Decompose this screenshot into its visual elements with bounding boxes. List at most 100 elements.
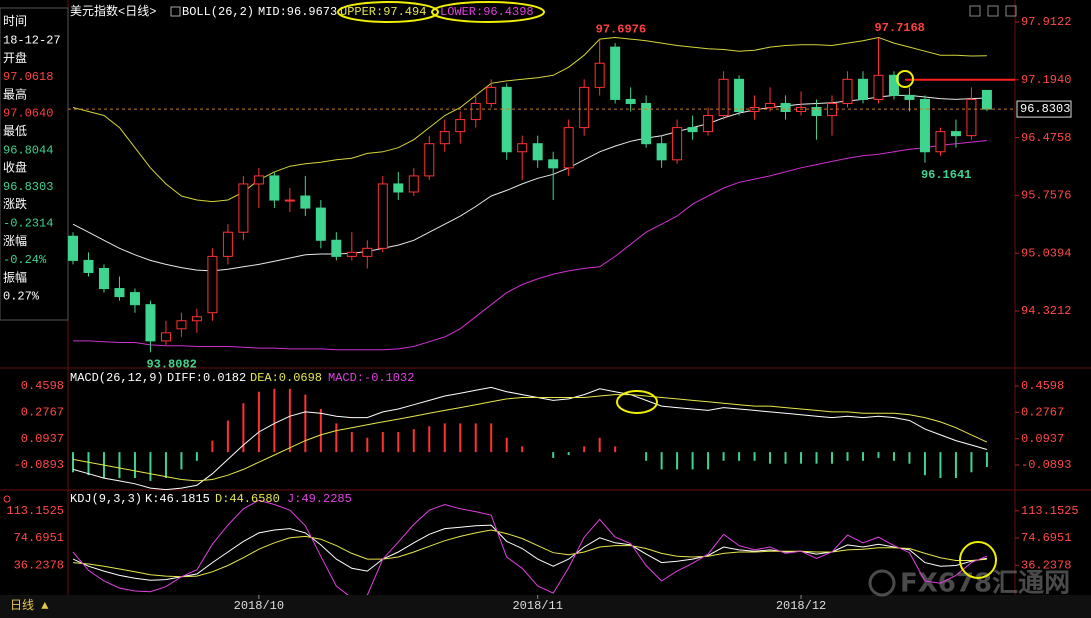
- panel-header: MACD:-0.1032: [328, 371, 414, 385]
- info-label: 涨跌: [3, 196, 27, 212]
- y-tick-label-left: 0.4598: [21, 379, 64, 393]
- candle-body: [703, 115, 714, 133]
- header-text: LOWER:96.4398: [440, 5, 534, 19]
- extreme-label: 93.8082: [146, 357, 196, 371]
- candle-body: [625, 98, 636, 104]
- info-value: 96.8044: [3, 143, 53, 157]
- y-tick-label: 113.1525: [1021, 504, 1079, 518]
- candle-body: [176, 320, 187, 330]
- y-tick-label-left: 36.2378: [14, 558, 64, 572]
- candle-body: [904, 94, 915, 100]
- timeframe-button[interactable]: 日线 ▲: [10, 598, 49, 613]
- candle-body: [548, 159, 559, 169]
- y-tick-label: 94.3212: [1021, 304, 1071, 318]
- watermark-text: FX678汇通网: [900, 569, 1070, 599]
- candle-body: [300, 195, 311, 209]
- highlight-ellipse: [616, 390, 658, 414]
- candle-body: [145, 304, 156, 342]
- candle-body: [393, 183, 404, 193]
- candle-body: [486, 86, 497, 104]
- highlight-ellipse: [337, 1, 439, 23]
- indicator-line: [72, 529, 987, 578]
- y-tick-label: 0.2767: [1021, 406, 1064, 420]
- y-tick-label: 36.2378: [1021, 558, 1071, 572]
- header-text: MID:96.9673: [258, 5, 337, 19]
- candle-body: [284, 199, 295, 202]
- info-label: 开盘: [3, 50, 27, 66]
- candle-body: [253, 175, 264, 185]
- candle-body: [408, 175, 419, 193]
- header-text: UPPER:97.494: [340, 5, 426, 19]
- candle-body: [919, 98, 930, 153]
- candle-body: [563, 127, 574, 169]
- indicator-icon: [170, 6, 181, 17]
- candle-body: [238, 183, 249, 233]
- panel-header: DIFF:0.0182: [167, 371, 246, 385]
- window-icons: [969, 5, 1017, 17]
- header-text: BOLL(26,2): [182, 5, 254, 19]
- info-panel: [0, 7, 69, 321]
- info-label: 时间: [3, 14, 27, 29]
- candle-body: [129, 292, 140, 306]
- x-tick-label: 2018/10: [234, 599, 284, 613]
- highlight-ellipse: [896, 70, 914, 88]
- candle-body: [315, 207, 326, 241]
- info-label: 收盘: [3, 160, 27, 176]
- candle-body: [532, 143, 543, 161]
- y-tick-label-left: 0.0937: [21, 432, 64, 446]
- candle-body: [950, 131, 961, 137]
- extreme-label: 97.7168: [874, 21, 924, 35]
- candle-body: [114, 288, 125, 298]
- y-tick-label-left: 74.6951: [14, 531, 64, 545]
- indicator-line: [72, 499, 988, 595]
- y-tick-label: 0.4598: [1021, 379, 1064, 393]
- candle-body: [455, 119, 466, 133]
- candle-body: [98, 267, 109, 290]
- panel-header: MACD(26,12,9): [70, 371, 164, 385]
- indicator-line: [73, 140, 987, 351]
- info-value: 0.27%: [3, 290, 40, 304]
- y-tick-label: -0.0893: [1021, 458, 1071, 472]
- candle-body: [594, 62, 605, 88]
- indicator-line: [72, 524, 987, 581]
- panel-header: KDJ(9,3,3): [70, 492, 142, 506]
- info-value: 18-12-27: [3, 33, 61, 47]
- info-value: -0.2314: [3, 216, 53, 230]
- icon[interactable]: [1005, 5, 1017, 17]
- highlight-ellipse: [959, 541, 997, 579]
- indicator-line: [72, 394, 988, 482]
- last-price-label: 96.8303: [1020, 102, 1070, 116]
- extreme-label: 97.6976: [596, 22, 646, 36]
- y-tick-label: 95.0394: [1021, 246, 1071, 260]
- candle-body: [734, 78, 745, 113]
- icon[interactable]: [987, 5, 999, 17]
- y-tick-label: 0.0937: [1021, 432, 1064, 446]
- y-tick-label: 96.4758: [1021, 131, 1071, 145]
- y-tick-label-left: 0.2767: [21, 406, 64, 420]
- candle-body: [191, 316, 202, 322]
- icon[interactable]: [969, 5, 981, 17]
- candle-body: [222, 231, 233, 257]
- bottom-bar: [0, 595, 1091, 618]
- candle-body: [501, 86, 512, 153]
- panel-header: J:49.2285: [287, 492, 352, 506]
- y-tick-label-left: -0.0893: [14, 458, 64, 472]
- candle-body: [160, 332, 171, 342]
- candle-body: [888, 74, 899, 96]
- indicator-line: [72, 94, 987, 272]
- panel-header: K:46.1815: [145, 492, 210, 506]
- watermark: FX678汇通网: [868, 569, 1070, 599]
- y-tick-label: 74.6951: [1021, 531, 1071, 545]
- candle-body: [579, 86, 590, 129]
- watermark-logo: [868, 569, 896, 597]
- info-value: 97.0618: [3, 70, 53, 84]
- y-tick-label: 97.1940: [1021, 73, 1071, 87]
- candle-body: [873, 74, 884, 100]
- candle-body: [439, 131, 450, 145]
- candle-body: [331, 239, 342, 257]
- candle-body: [68, 235, 78, 261]
- candle-body: [424, 143, 435, 177]
- header-text: 美元指数<日线>: [70, 3, 156, 19]
